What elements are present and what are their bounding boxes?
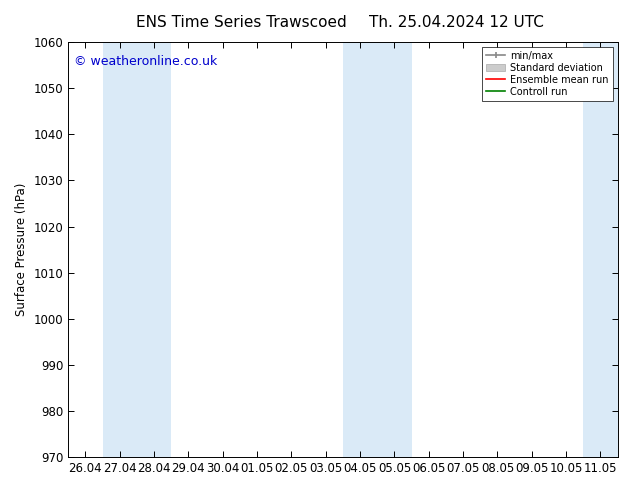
Text: Th. 25.04.2024 12 UTC: Th. 25.04.2024 12 UTC — [369, 15, 544, 30]
Y-axis label: Surface Pressure (hPa): Surface Pressure (hPa) — [15, 183, 28, 316]
Legend: min/max, Standard deviation, Ensemble mean run, Controll run: min/max, Standard deviation, Ensemble me… — [482, 47, 612, 100]
Text: © weatheronline.co.uk: © weatheronline.co.uk — [74, 54, 217, 68]
Bar — [103, 42, 171, 457]
Bar — [343, 42, 411, 457]
Bar — [583, 42, 618, 457]
Text: ENS Time Series Trawscoed: ENS Time Series Trawscoed — [136, 15, 346, 30]
